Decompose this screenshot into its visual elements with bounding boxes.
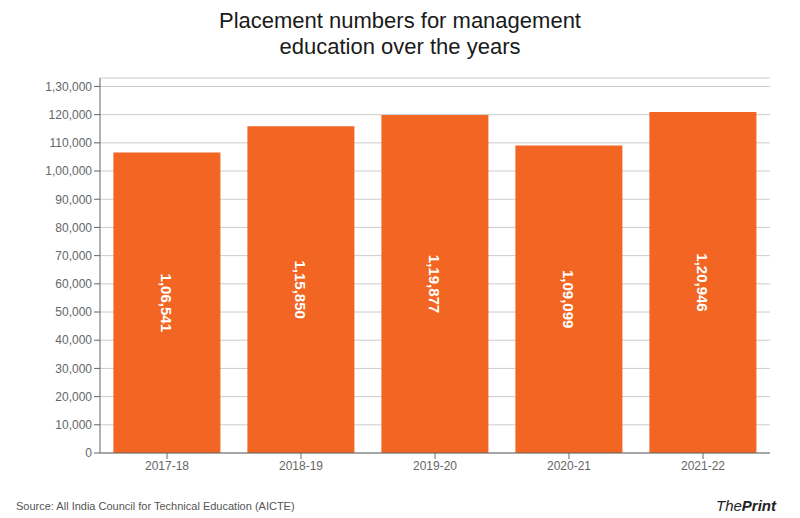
svg-text:70,000: 70,000 bbox=[55, 249, 92, 263]
svg-text:1,00,000: 1,00,000 bbox=[45, 164, 92, 178]
html-text:education over the years: education over the years bbox=[279, 34, 521, 59]
html-text:Placement numbers for manageme: Placement numbers for management bbox=[219, 8, 581, 33]
svg-text:20,000: 20,000 bbox=[55, 390, 92, 404]
svg-text:10,000: 10,000 bbox=[55, 418, 92, 432]
svg-text:1,09,099: 1,09,099 bbox=[560, 270, 577, 328]
svg-text:2017-18: 2017-18 bbox=[145, 459, 189, 473]
svg-text:1,20,946: 1,20,946 bbox=[694, 253, 711, 311]
svg-text:60,000: 60,000 bbox=[55, 277, 92, 291]
svg-text:1,19,877: 1,19,877 bbox=[426, 255, 443, 313]
svg-text:2019-20: 2019-20 bbox=[413, 459, 457, 473]
svg-text:50,000: 50,000 bbox=[55, 305, 92, 319]
svg-text:30,000: 30,000 bbox=[55, 362, 92, 376]
svg-text:2021-22: 2021-22 bbox=[681, 459, 725, 473]
svg-text:2020-21: 2020-21 bbox=[547, 459, 591, 473]
svg-text:2018-19: 2018-19 bbox=[279, 459, 323, 473]
svg-text:40,000: 40,000 bbox=[55, 333, 92, 347]
svg-text:1,06,541: 1,06,541 bbox=[158, 274, 175, 332]
svg-text:1,30,000: 1,30,000 bbox=[45, 80, 92, 94]
svg-text:120,000: 120,000 bbox=[49, 108, 93, 122]
svg-text:90,000: 90,000 bbox=[55, 193, 92, 207]
html-text:Source: All India Council for: Source: All India Council for Technical … bbox=[16, 500, 295, 512]
html-text:The Print: The Print bbox=[716, 497, 776, 514]
svg-text:0: 0 bbox=[85, 446, 92, 460]
svg-text:110,000: 110,000 bbox=[50, 136, 93, 150]
svg-text:80,000: 80,000 bbox=[55, 221, 92, 235]
svg-text:1,15,850: 1,15,850 bbox=[292, 260, 309, 318]
